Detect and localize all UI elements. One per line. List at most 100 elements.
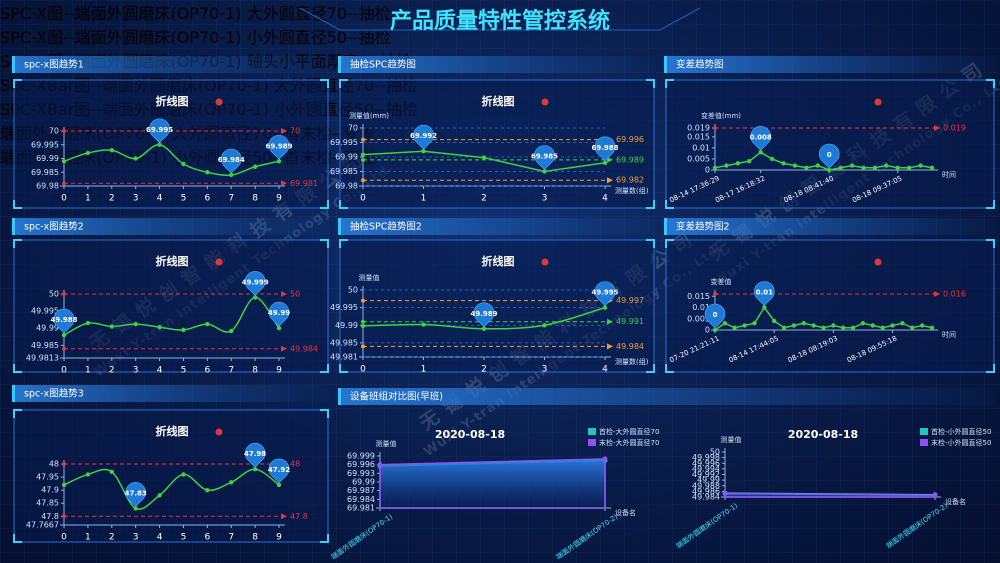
x-axis-name: 测量数(组) bbox=[615, 357, 649, 366]
point bbox=[742, 323, 747, 328]
x-tick-label: 3 bbox=[542, 365, 548, 375]
point bbox=[252, 295, 258, 300]
markline-start bbox=[361, 178, 365, 183]
point bbox=[252, 467, 258, 472]
point bbox=[157, 493, 162, 498]
panel-title-bar bbox=[664, 218, 996, 235]
point bbox=[602, 160, 608, 165]
point bbox=[801, 321, 806, 326]
y-tick-label: 70 bbox=[49, 127, 59, 136]
y-axis-name: 测量值(mm) bbox=[349, 111, 389, 120]
markline-arrow bbox=[281, 513, 287, 520]
panel-title-bar bbox=[338, 388, 996, 405]
pin-label: 47.98 bbox=[244, 450, 266, 458]
panel-title-accent bbox=[12, 56, 15, 73]
x-tick-label: 0 bbox=[61, 194, 67, 204]
markline-arrow bbox=[281, 128, 287, 134]
point bbox=[838, 165, 843, 170]
panel-title: 抽检SPC趋势图 bbox=[350, 59, 416, 71]
panel-corner bbox=[665, 239, 674, 248]
x-tick-label: 1 bbox=[85, 366, 91, 376]
y-tick-label: 69.999 bbox=[347, 452, 375, 461]
x-tick-label: 6 bbox=[204, 366, 210, 376]
pin bbox=[268, 302, 290, 327]
panel-corner bbox=[646, 200, 655, 209]
x-tick-label: 3 bbox=[542, 194, 548, 204]
legend-swatch bbox=[588, 439, 596, 446]
x-tick-label: 4 bbox=[157, 366, 163, 376]
panel-corner bbox=[339, 239, 348, 248]
y-tick-label: 69.99 bbox=[335, 153, 358, 162]
point bbox=[849, 163, 855, 168]
x-tick-label: 7 bbox=[228, 533, 234, 543]
y-tick-label: 0.005 bbox=[687, 154, 710, 163]
markline-label: 50 bbox=[290, 290, 300, 299]
point bbox=[360, 152, 366, 157]
y-tick-label: 69.995 bbox=[31, 140, 59, 149]
y-axis-name: 变差值(mm) bbox=[701, 111, 741, 120]
point bbox=[815, 163, 820, 168]
point bbox=[360, 323, 366, 329]
y-tick-label: 0 bbox=[705, 326, 710, 335]
x-tick-label: 3 bbox=[133, 194, 139, 204]
pin bbox=[750, 126, 771, 151]
panel-corner bbox=[320, 364, 329, 373]
legend-marker bbox=[874, 98, 882, 106]
x-tick-label: 4 bbox=[157, 194, 163, 204]
line bbox=[63, 296, 280, 336]
pin-label: 0 bbox=[827, 151, 832, 159]
x-tick-label: 6 bbox=[204, 194, 210, 204]
x-tick-label: 1 bbox=[421, 365, 427, 375]
y-axis-name: 测量值 bbox=[721, 435, 742, 444]
point bbox=[758, 150, 763, 155]
point bbox=[181, 327, 186, 333]
panel-corner bbox=[646, 239, 655, 248]
y-tick-label: 47.8 bbox=[41, 512, 59, 521]
pin-label: 47.92 bbox=[268, 466, 290, 474]
y-tick-label: 69.99 bbox=[352, 478, 375, 487]
point bbox=[61, 482, 67, 488]
markline-arrow bbox=[281, 180, 287, 187]
y-tick-label: 49.99 bbox=[697, 476, 720, 485]
point bbox=[884, 163, 889, 168]
panel-title-accent bbox=[12, 385, 15, 402]
point bbox=[542, 323, 547, 328]
y-tick-label: 69.985 bbox=[330, 167, 358, 176]
panel-corner bbox=[986, 200, 995, 209]
panel-corner bbox=[665, 364, 674, 373]
point bbox=[906, 165, 912, 170]
x-tick-label: 4 bbox=[602, 194, 608, 204]
panel-corner bbox=[320, 79, 329, 88]
x-tick-label: 2 bbox=[481, 194, 487, 204]
chart-heading: 折线图 bbox=[482, 94, 515, 108]
y-tick-label: 49.994 bbox=[692, 464, 720, 473]
x-tick-label: 0 bbox=[360, 194, 366, 204]
panel-title-accent bbox=[338, 218, 341, 235]
point bbox=[205, 321, 210, 327]
markline-arrow bbox=[934, 125, 940, 131]
pin-label: 69.989 bbox=[265, 142, 292, 150]
x-tick-label: 1 bbox=[85, 533, 91, 543]
pin-label: 69.985 bbox=[531, 153, 558, 161]
point bbox=[133, 156, 138, 161]
markline-arrow bbox=[281, 345, 287, 352]
pin-label: 49.999 bbox=[242, 278, 269, 286]
y-tick-label: 69.987 bbox=[347, 486, 375, 495]
markline-start bbox=[62, 292, 66, 296]
legend-marker bbox=[541, 258, 549, 266]
pin-label: 69.992 bbox=[410, 132, 437, 140]
y-tick-label: 49.995 bbox=[330, 303, 358, 312]
markline-label: 69.982 bbox=[616, 176, 644, 185]
panel-title-accent bbox=[338, 56, 341, 73]
point bbox=[811, 323, 816, 328]
point bbox=[890, 323, 895, 328]
pin-label: 49.988 bbox=[50, 316, 77, 324]
y-tick-label: 47.7667 bbox=[26, 521, 59, 530]
point bbox=[252, 164, 258, 169]
x-tick-label: 9 bbox=[276, 366, 282, 376]
pin bbox=[594, 136, 616, 162]
pin bbox=[244, 271, 266, 296]
markline-start bbox=[361, 344, 365, 349]
point bbox=[602, 456, 608, 462]
x-tick-label: 5 bbox=[181, 533, 187, 543]
